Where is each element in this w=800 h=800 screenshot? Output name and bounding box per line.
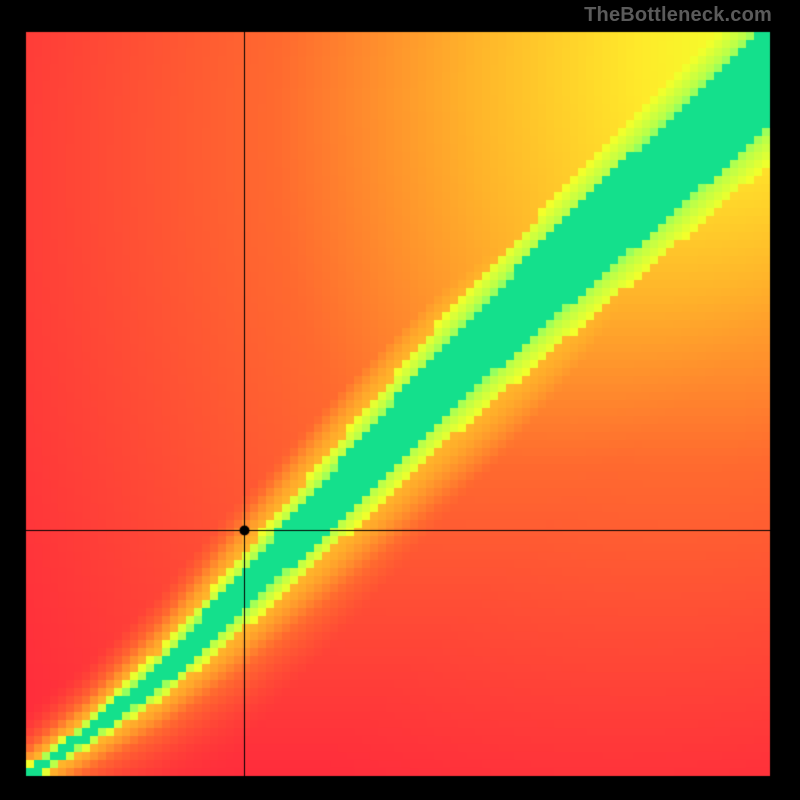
chart-container: TheBottleneck.com: [0, 0, 800, 800]
watermark-text: TheBottleneck.com: [584, 4, 772, 27]
bottleneck-heatmap: [0, 0, 800, 800]
